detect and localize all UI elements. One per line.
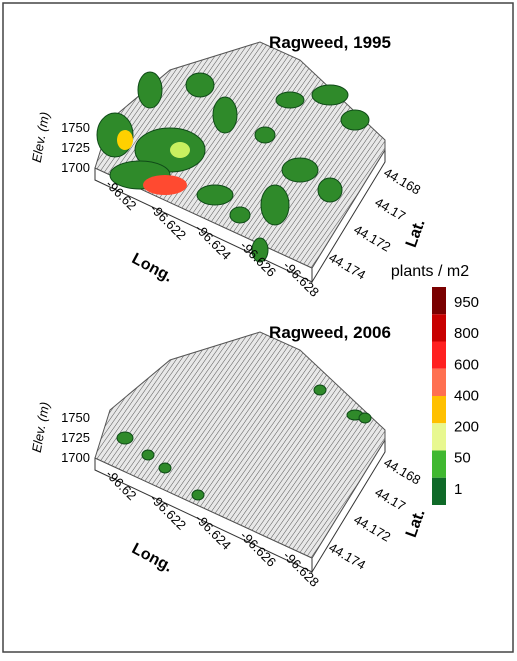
colorbar-label: 400 [454,387,479,404]
density-patch [159,463,171,473]
density-hot [170,142,190,158]
panel-title: Ragweed, 2006 [269,323,391,342]
colorbar-label: 1 [454,481,462,498]
colorbar-label: 950 [454,294,479,311]
density-patch [117,432,133,444]
colorbar-label: 200 [454,419,479,436]
density-patch [261,185,289,225]
density-patch [312,85,348,105]
density-patch [318,178,342,202]
density-patch [138,72,162,108]
density-hot [117,130,133,150]
panel-title: Ragweed, 1995 [269,33,391,52]
colorbar-swatch [432,369,446,396]
colorbar-swatch [432,314,446,341]
density-patch [359,413,371,423]
elev-tick: 1725 [61,140,90,155]
density-patch [341,110,369,130]
elev-tick: 1750 [61,120,90,135]
density-patch [282,158,318,182]
figure: Ragweed, 1995Elev. (m)175017251700-96.62… [0,0,517,656]
colorbar-swatch [432,396,446,423]
density-patch [213,97,237,133]
density-patch [186,73,214,97]
density-hot [143,175,187,195]
density-patch [142,450,154,460]
colorbar-swatch [432,478,446,505]
colorbar-swatch [432,451,446,478]
elev-tick: 1750 [61,410,90,425]
density-patch [192,490,204,500]
density-patch [276,92,304,108]
elev-tick: 1700 [61,160,90,175]
colorbar-title: plants / m2 [391,263,469,280]
colorbar-label: 50 [454,450,471,467]
colorbar-swatch [432,287,446,314]
density-patch [255,127,275,143]
density-patch [230,207,250,223]
colorbar-swatch [432,342,446,369]
density-patch [314,385,326,395]
elev-tick: 1725 [61,430,90,445]
colorbar-label: 800 [454,325,479,342]
colorbar-label: 600 [454,356,479,373]
density-patch [197,185,233,205]
colorbar-swatch [432,423,446,450]
elev-tick: 1700 [61,450,90,465]
